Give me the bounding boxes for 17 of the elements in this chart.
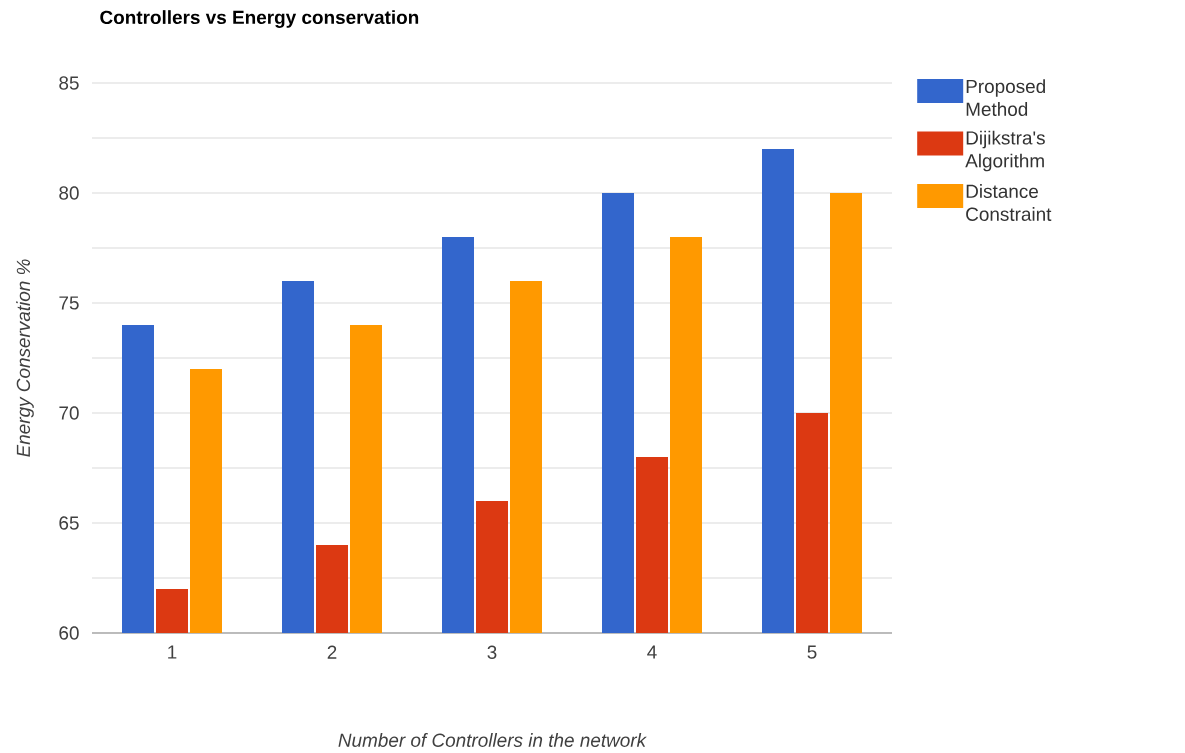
y-tick-label: 60 (59, 626, 79, 640)
legend-label: Dijikstra's Algorithm (965, 130, 1045, 172)
legend-label: Proposed Method (966, 79, 1045, 116)
x-tick-label: 3 (487, 645, 497, 659)
x-tick-label: 4 (647, 645, 657, 659)
y-tick-label: 80 (59, 186, 79, 200)
y-tick-label: 75 (59, 296, 79, 310)
legend-label: Distance Constraint (966, 184, 1052, 221)
y-tick-label: 65 (59, 516, 79, 530)
x-axis-title: Number of Controllers in the network (338, 733, 647, 747)
y-axis-title: Energy Conservation % (16, 259, 34, 457)
x-tick-label: 2 (327, 645, 337, 659)
y-tick-label: 70 (59, 406, 79, 420)
x-tick-label: 5 (807, 645, 817, 659)
y-tick-label: 85 (59, 76, 79, 90)
x-tick-label: 1 (168, 645, 177, 659)
chart-title: Controllers vs Energy conservation (100, 10, 419, 28)
